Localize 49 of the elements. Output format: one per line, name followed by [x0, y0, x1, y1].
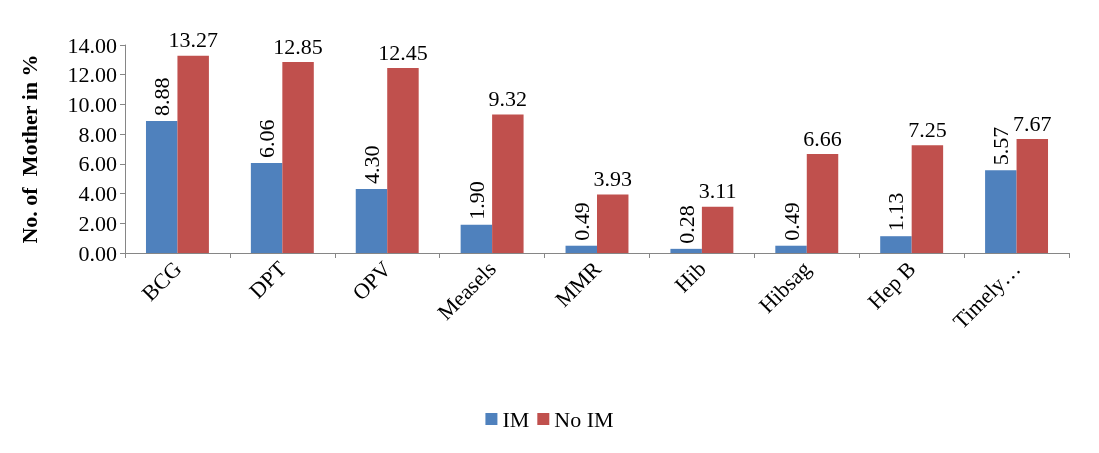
x-tick-label: Hib: [669, 256, 711, 298]
data-label: 7.67: [1013, 110, 1052, 136]
y-axis-title: No. of Mother in %: [16, 54, 42, 244]
bar: [177, 55, 209, 253]
y-tick-label: 12.00: [67, 62, 117, 88]
y-tick-label: 4.00: [78, 181, 117, 207]
data-label: 0.49: [568, 202, 594, 241]
x-tick-label: Hep B: [862, 256, 921, 314]
bar: [145, 121, 178, 253]
y-tick-label: 0.00: [78, 240, 117, 266]
bar: [387, 68, 419, 253]
y-tick-label: 6.00: [78, 151, 117, 177]
data-label: 6.66: [803, 125, 842, 151]
bar: [565, 245, 597, 253]
bar: [282, 62, 314, 253]
bar: [597, 194, 629, 253]
y-tick-label: 8.00: [78, 121, 117, 147]
bar: [355, 189, 388, 253]
legend-label: No IM: [554, 406, 614, 432]
data-label: 1.90: [463, 181, 489, 220]
bar: [670, 248, 702, 253]
data-label: 6.06: [254, 119, 280, 158]
data-label: 1.13: [883, 192, 909, 232]
bar: [806, 154, 839, 253]
data-label: 9.32: [488, 86, 528, 112]
data-label: 13.27: [168, 27, 218, 53]
data-label: 7.25: [908, 116, 947, 142]
bar: [460, 224, 493, 253]
y-tick-label: 2.00: [78, 210, 117, 236]
data-label: 3.93: [593, 166, 632, 192]
legend-label: IM: [502, 406, 530, 432]
data-label: 4.30: [358, 145, 384, 185]
data-label: 5.57: [988, 126, 1014, 166]
data-label: 0.49: [778, 202, 804, 241]
data-label: 8.88: [149, 77, 175, 117]
bar: [1016, 139, 1049, 253]
bar: [250, 162, 283, 253]
data-label: 0.28: [673, 205, 699, 244]
data-label: 12.45: [378, 39, 428, 65]
bar: [880, 236, 912, 253]
data-label: 12.85: [273, 33, 323, 59]
y-tick-label: 10.00: [67, 91, 117, 117]
bar: [701, 206, 734, 253]
bar: [775, 245, 807, 253]
y-tick-label: 14.00: [67, 32, 117, 58]
bar: [492, 114, 524, 253]
data-label: 3.11: [698, 178, 737, 204]
bar: [911, 145, 944, 253]
bar: [985, 170, 1017, 253]
